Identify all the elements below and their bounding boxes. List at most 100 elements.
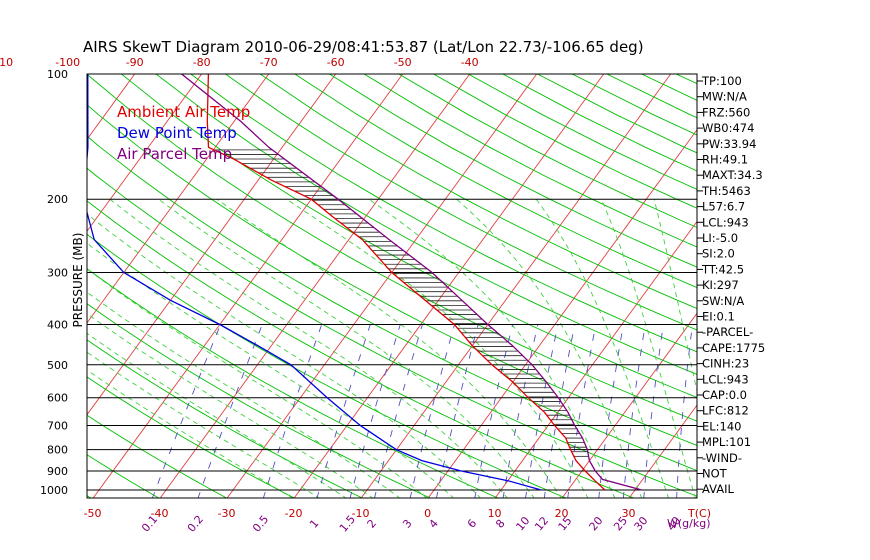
dry-adiabat-line [121, 74, 697, 398]
dry-adiabat-line [190, 74, 697, 353]
dry-adiabat-line [815, 74, 870, 499]
index-label: LI:-5.0 [702, 231, 738, 245]
top-temp-tick-label: -60 [327, 56, 345, 69]
cape-hatching [214, 149, 589, 457]
bottom-temp-tick-label: -20 [285, 507, 303, 520]
bottom-temp-tick-label: -50 [84, 507, 102, 520]
mixing-ratio-line [316, 324, 371, 498]
moist-adiabat-line [87, 313, 374, 498]
bottom-temp-tick-label: 30 [622, 507, 636, 520]
mixing-ratio-line [349, 324, 401, 498]
index-label: FRZ:560 [702, 105, 750, 119]
mixing-ratio-line [567, 324, 597, 498]
legend-dew-point-temp: Dew Point Temp [117, 124, 237, 142]
index-label: LCL:943 [702, 372, 749, 386]
mixing-ratio-tick-label: 10 [513, 514, 532, 533]
pressure-tick-label: 100 [47, 68, 68, 81]
dry-adiabat-line [87, 135, 697, 472]
index-label: MW:N/A [702, 90, 747, 104]
mixing-ratio-line [374, 324, 423, 498]
index-label: CAPE:1775 [702, 341, 765, 355]
index-label: L57:6.7 [702, 200, 745, 214]
top-temp-tick-label: -70 [260, 56, 278, 69]
top-temp-tick-label: -110 [0, 56, 13, 69]
y-axis-label: PRESSURE (MB) [71, 233, 85, 328]
isotherm-line [427, 128, 697, 498]
pressure-tick-label: 600 [47, 392, 68, 405]
index-label: MAXT:34.3 [702, 168, 763, 182]
mixing-ratio-tick-label: 2 [365, 517, 379, 531]
moist-adiabat-line [87, 332, 347, 498]
mixing-ratio-tick-label: 0.5 [250, 513, 271, 535]
mixing-ratio-tick-label: 1 [307, 517, 321, 531]
top-temp-tick-label: -50 [394, 56, 412, 69]
dry-adiabat-line [502, 74, 697, 172]
pressure-tick-label: 700 [47, 420, 68, 433]
bottom-temp-tick-label: 0 [424, 507, 431, 520]
dry-adiabat-line [87, 454, 160, 498]
isotherm-line [87, 74, 203, 232]
dry-adiabat-line [87, 167, 697, 497]
dry-adiabat-line [87, 303, 432, 498]
dry-adiabat-line [433, 74, 697, 209]
index-label: LCL:943 [702, 215, 749, 229]
bottom-temp-tick-label: 20 [555, 507, 569, 520]
dry-adiabat-line [87, 268, 500, 498]
profile-ambient-air-temp [206, 74, 606, 491]
mixing-ratio-line [435, 324, 479, 498]
isotherm-line [0, 74, 1, 499]
pressure-tick-label: 1000 [40, 484, 68, 497]
dry-adiabat-line [225, 74, 697, 331]
profile-air-parcel-temp [181, 74, 642, 491]
index-label: AVAIL [702, 482, 735, 496]
chart-title: AIRS SkewT Diagram 2010-06-29/08:41:53.8… [83, 38, 644, 56]
dry-adiabat-line [294, 74, 697, 289]
index-label: LFC:812 [702, 404, 749, 418]
isotherm-line [763, 74, 870, 499]
x-axis-label: T(C) [687, 507, 711, 520]
top-temp-tick-label: -100 [55, 56, 80, 69]
index-label: TP:100 [701, 74, 742, 88]
mixing-ratio-tick-label: 12 [532, 514, 551, 533]
moist-adiabat-line [653, 199, 697, 393]
isotherm-line [87, 74, 136, 141]
pressure-tick-label: 800 [47, 444, 68, 457]
moist-adiabat-line [87, 351, 320, 498]
dry-adiabat-line [329, 74, 697, 268]
mixing-ratio-line [598, 324, 624, 498]
isotherm-line [360, 74, 672, 498]
legend-air-parcel-temp: Air Parcel Temp [117, 145, 232, 163]
sounding-profiles [87, 74, 642, 491]
mixing-ratio-tick-label: 4 [426, 517, 440, 531]
isotherm-line [628, 404, 697, 498]
dry-adiabat-line [87, 414, 228, 498]
moist-adiabat-line [216, 198, 562, 498]
index-label: -PARCEL- [702, 325, 753, 339]
mixing-ratio-line [474, 324, 514, 498]
mixing-ratio-tick-label: 6 [465, 517, 479, 531]
index-label: PW:33.94 [702, 137, 756, 151]
index-label: SI:2.0 [702, 247, 735, 261]
moist-adiabat-line [87, 369, 294, 498]
index-label: TH:5463 [701, 184, 751, 198]
mixing-ratio-tick-label: 20 [587, 514, 606, 533]
bottom-temp-tick-label: -40 [151, 507, 169, 520]
index-label: RH:49.1 [702, 153, 748, 167]
mixing-ratio-line [676, 324, 693, 498]
dry-adiabat-line [780, 74, 870, 499]
isotherm-line [92, 74, 404, 498]
top-temp-tick-label: -90 [126, 56, 144, 69]
moist-adiabat-line [535, 198, 669, 498]
index-label: MPL:101 [702, 435, 751, 449]
legend-ambient-air-temp: Ambient Air Temp [117, 103, 250, 121]
mixing-ratio-line [502, 324, 539, 498]
mixing-ratio-line [525, 324, 559, 498]
mixing-ratio-tick-label: 3 [400, 517, 414, 531]
dry-adiabat-line [87, 74, 697, 422]
index-label: WB0:474 [702, 121, 754, 135]
isotherm-line [87, 74, 337, 416]
dry-adiabat-line [87, 339, 364, 498]
index-label: KI:297 [702, 278, 739, 292]
moist-adiabat-line [368, 198, 616, 498]
